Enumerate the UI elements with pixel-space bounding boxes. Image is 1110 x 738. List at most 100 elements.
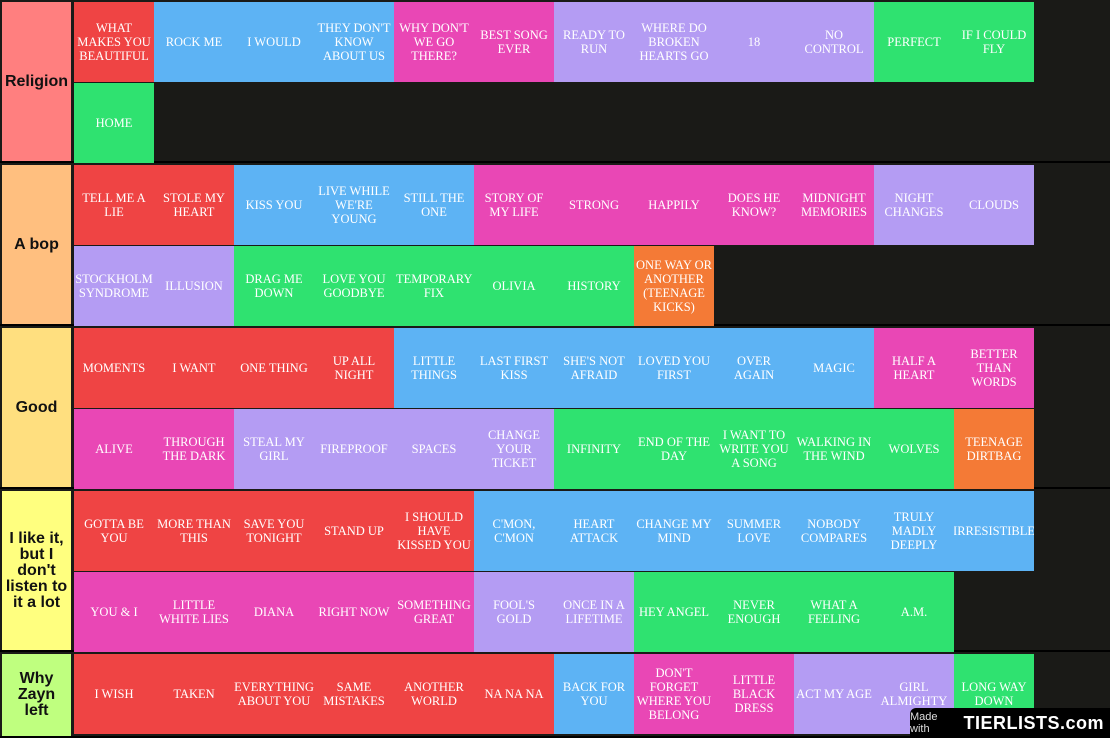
song-tile[interactable]: SHE'S NOT AFRAID [554, 328, 634, 408]
song-tile[interactable]: THROUGH THE DARK [154, 409, 234, 489]
song-tile[interactable]: TRULY MADLY DEEPLY [874, 491, 954, 571]
song-tile[interactable]: HAPPILY [634, 165, 714, 245]
song-tile[interactable]: THEY DON'T KNOW ABOUT US [314, 2, 394, 82]
song-tile[interactable]: ANOTHER WORLD [394, 654, 474, 734]
song-tile[interactable]: HOME [74, 83, 154, 163]
song-tile[interactable]: TAKEN [154, 654, 234, 734]
song-tile[interactable]: LIVE WHILE WE'RE YOUNG [314, 165, 394, 245]
song-tile[interactable]: LOVED YOU FIRST [634, 328, 714, 408]
tier-items-religion: WHAT MAKES YOU BEAUTIFUL ROCK ME I WOULD TH… [74, 2, 1034, 163]
song-tile[interactable]: HEART ATTACK [554, 491, 634, 571]
song-tile[interactable]: WHY DON'T WE GO THERE? [394, 2, 474, 82]
song-tile[interactable]: SAVE YOU TONIGHT [234, 491, 314, 571]
song-tile[interactable]: DIANA [234, 572, 314, 652]
song-tile[interactable]: NEVER ENOUGH [714, 572, 794, 652]
song-tile[interactable]: HEY ANGEL [634, 572, 714, 652]
song-tile[interactable]: KISS YOU [234, 165, 314, 245]
song-tile[interactable]: MAGIC [794, 328, 874, 408]
song-tile[interactable]: STEAL MY GIRL [234, 409, 314, 489]
song-tile[interactable]: HISTORY [554, 246, 634, 326]
song-tile[interactable]: ALIVE [74, 409, 154, 489]
song-tile[interactable]: CHANGE MY MIND [634, 491, 714, 571]
song-tile[interactable]: PERFECT [874, 2, 954, 82]
song-tile[interactable]: IRRESISTIBLE [954, 491, 1034, 571]
song-tile[interactable]: I WISH [74, 654, 154, 734]
song-tile[interactable]: STOCKHOLM SYNDROME [74, 246, 154, 326]
song-tile[interactable]: WHAT MAKES YOU BEAUTIFUL [74, 2, 154, 82]
tier-row-good: Good MOMENTS I WANT ONE THING UP ALL NIGHT LI… [0, 326, 1110, 489]
song-tile[interactable]: FOOL'S GOLD [474, 572, 554, 652]
song-tile[interactable]: STOLE MY HEART [154, 165, 234, 245]
song-tile[interactable]: ROCK ME [154, 2, 234, 82]
song-tile[interactable]: STAND UP [314, 491, 394, 571]
song-tile[interactable]: WHAT A FEELING [794, 572, 874, 652]
song-tile[interactable]: BACK FOR YOU [554, 654, 634, 734]
song-tile[interactable]: STRONG [554, 165, 634, 245]
song-tile[interactable]: DON'T FORGET WHERE YOU BELONG [634, 654, 714, 734]
song-tile[interactable]: MORE THAN THIS [154, 491, 234, 571]
song-tile[interactable]: IF I COULD FLY [954, 2, 1034, 82]
song-tile[interactable]: LOVE YOU GOODBYE [314, 246, 394, 326]
song-tile[interactable]: C'MON, C'MON [474, 491, 554, 571]
tier-label-a-bop[interactable]: A bop [2, 165, 71, 324]
song-tile[interactable]: SPACES [394, 409, 474, 489]
song-tile[interactable]: TEENAGE DIRTBAG [954, 409, 1034, 489]
song-tile[interactable]: OVER AGAIN [714, 328, 794, 408]
song-tile[interactable]: I SHOULD HAVE KISSED YOU [394, 491, 474, 571]
song-tile[interactable]: LITTLE BLACK DRESS [714, 654, 794, 734]
song-tile[interactable]: UP ALL NIGHT [314, 328, 394, 408]
song-tile[interactable]: ACT MY AGE [794, 654, 874, 734]
song-tile[interactable]: I WOULD [234, 2, 314, 82]
song-tile[interactable]: NO CONTROL [794, 2, 874, 82]
song-tile[interactable]: BETTER THAN WORDS [954, 328, 1034, 408]
song-tile[interactable]: LAST FIRST KISS [474, 328, 554, 408]
song-tile[interactable]: A.M. [874, 572, 954, 652]
song-tile[interactable]: GOTTA BE YOU [74, 491, 154, 571]
song-tile[interactable]: NOBODY COMPARES [794, 491, 874, 571]
song-tile[interactable]: MIDNIGHT MEMORIES [794, 165, 874, 245]
song-tile[interactable]: CLOUDS [954, 165, 1034, 245]
made-with-text: Made with [910, 711, 938, 735]
song-tile[interactable]: READY TO RUN [554, 2, 634, 82]
song-tile[interactable]: SOMETHING GREAT [394, 572, 474, 652]
song-tile[interactable]: STILL THE ONE [394, 165, 474, 245]
song-tile[interactable]: ONCE IN A LIFETIME [554, 572, 634, 652]
song-tile[interactable]: DRAG ME DOWN [234, 246, 314, 326]
song-tile[interactable]: TELL ME A LIE [74, 165, 154, 245]
song-tile[interactable]: RIGHT NOW [314, 572, 394, 652]
tier-label-why-zayn-left[interactable]: Why Zayn left [2, 654, 71, 736]
song-tile[interactable]: 18 [714, 2, 794, 82]
song-tile[interactable]: WALKING IN THE WIND [794, 409, 874, 489]
song-tile[interactable]: DOES HE KNOW? [714, 165, 794, 245]
tierlists-watermark[interactable]: Made with TIERLISTS.com [910, 708, 1110, 738]
song-tile[interactable]: ONE THING [234, 328, 314, 408]
tier-label-religion[interactable]: Religion [2, 2, 71, 161]
song-tile[interactable]: I WANT [154, 328, 234, 408]
song-tile[interactable]: BEST SONG EVER [474, 2, 554, 82]
song-tile[interactable]: STORY OF MY LIFE [474, 165, 554, 245]
song-tile[interactable]: NA NA NA [474, 654, 554, 734]
song-tile[interactable]: FIREPROOF [314, 409, 394, 489]
song-tile[interactable]: I WANT TO WRITE YOU A SONG [714, 409, 794, 489]
song-tile[interactable]: EVERYTHING ABOUT YOU [234, 654, 314, 734]
song-tile[interactable]: OLIVIA [474, 246, 554, 326]
song-tile[interactable]: TEMPORARY FIX [394, 246, 474, 326]
song-tile[interactable]: HALF A HEART [874, 328, 954, 408]
song-tile[interactable]: WHERE DO BROKEN HEARTS GO [634, 2, 714, 82]
song-tile[interactable]: CHANGE YOUR TICKET [474, 409, 554, 489]
song-tile[interactable]: LITTLE WHITE LIES [154, 572, 234, 652]
song-tile[interactable]: NIGHT CHANGES [874, 165, 954, 245]
song-tile[interactable]: END OF THE DAY [634, 409, 714, 489]
song-tile[interactable]: INFINITY [554, 409, 634, 489]
tier-label-i-like-it[interactable]: I like it, but I don't listen to it a lo… [2, 491, 71, 650]
song-tile[interactable]: YOU & I [74, 572, 154, 652]
song-tile[interactable]: SUMMER LOVE [714, 491, 794, 571]
song-tile[interactable]: ILLUSION [154, 246, 234, 326]
song-tile[interactable]: WOLVES [874, 409, 954, 489]
song-tile[interactable]: LITTLE THINGS [394, 328, 474, 408]
song-tile[interactable]: ONE WAY OR ANOTHER (TEENAGE KICKS) [634, 246, 714, 326]
tier-label-good[interactable]: Good [2, 328, 71, 487]
song-tile[interactable]: MOMENTS [74, 328, 154, 408]
song-tile[interactable]: SAME MISTAKES [314, 654, 394, 734]
tier-items-a-bop: TELL ME A LIE STOLE MY HEART KISS YOU LIVE … [74, 165, 1034, 326]
